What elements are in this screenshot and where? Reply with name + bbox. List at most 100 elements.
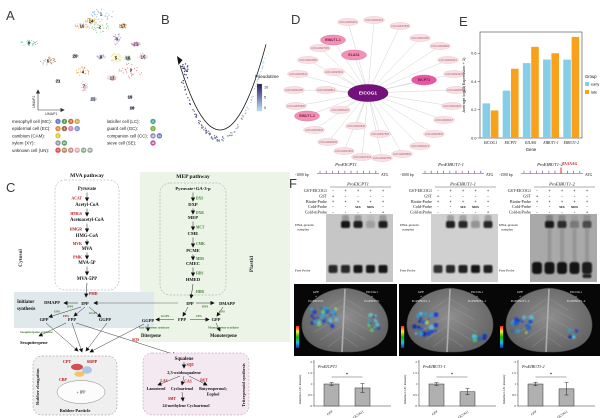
luc-bar — [323, 383, 340, 407]
gel-complex-label2: complex — [501, 228, 513, 232]
plastid-label: Plastid — [249, 256, 255, 272]
mep-step: CME — [188, 231, 199, 236]
cluster-number: 11 — [91, 96, 96, 101]
luc-y-tick: 1 — [415, 382, 417, 386]
trajectory-arrow — [177, 56, 183, 65]
loc-node-label: LOC110623302 — [443, 104, 462, 108]
emsa-row-label: Biotin-Probe — [510, 199, 531, 204]
legend-label: laticifer cell (LC): — [107, 119, 140, 124]
cluster-number: 0 — [130, 67, 133, 72]
luc-y-tick: 0 — [514, 404, 516, 408]
emsa-cell: + — [474, 199, 477, 204]
x-category: EIBUT1-1 — [542, 141, 559, 145]
emsa-cell: + — [487, 199, 490, 204]
network-node-loc: LOC110621963 — [333, 147, 355, 155]
mep-step: DXP — [188, 202, 198, 207]
rubber-particle-label: Rubber Particle — [60, 408, 91, 413]
panel-e-label: E — [459, 14, 468, 29]
legend-dot — [156, 133, 163, 139]
pmd-enzyme: PMD — [89, 292, 98, 296]
legend-dot-number: 0 — [57, 149, 59, 152]
luc-y-tick: 0.5 — [512, 393, 516, 397]
network-node-loc: LOC110622540 — [423, 130, 445, 138]
emsa-cell: - — [450, 204, 452, 209]
emsa-row-label: Cold-mProbe — [509, 210, 531, 215]
cluster-number: 21 — [56, 78, 61, 83]
gpp-left: GPP — [40, 317, 49, 322]
smt-enzyme: SMT — [168, 397, 177, 401]
emsa-cell: - — [549, 204, 551, 209]
cycloartenol: Cycloartenol — [171, 386, 194, 391]
loc-node-label: LOC110627399 — [311, 46, 330, 50]
network-node-loc: LOC110628812 — [315, 86, 337, 94]
network-node-loc: LOC110624478 — [443, 70, 465, 78]
network-node-EIBUT1-1: EIBUT1-1 — [320, 34, 346, 46]
emsa-cell: + — [573, 188, 576, 193]
expression-bar-chart: 0.0 0.2 0.4 0.6 EICOG1 EICPT1 EILAS1 EIBUT1-1 EI… — [461, 31, 599, 152]
promoter-scale: -1000 bp — [295, 173, 309, 177]
mep-enzyme: HDS — [196, 272, 203, 276]
leaf-label-left: + — [315, 295, 317, 299]
leaf-label-right: ProEIBUT1-1 — [468, 299, 487, 303]
emsa-cell: - — [462, 210, 464, 215]
emsa-cell: - — [549, 193, 551, 198]
mva-step: Acetoacetyl-CoA — [70, 218, 104, 223]
cluster-number: 3 — [116, 36, 119, 41]
legend-dot-number: 12 — [152, 142, 155, 145]
emsa-cell: + — [344, 188, 347, 193]
emsa-cell: + — [536, 199, 539, 204]
emsa-cell: + — [449, 199, 452, 204]
network-node-ELAS1: ELAS1 — [341, 49, 367, 61]
umap-cluster-3: 3 — [112, 33, 122, 46]
bar-early — [482, 103, 491, 138]
legend-label: guard cell (GC): — [107, 126, 138, 131]
emsa-row-label: Cold-mProbe — [305, 210, 327, 215]
panel-b-label: B — [161, 12, 170, 27]
emsa-cell: + — [586, 199, 589, 204]
emsa-cell: - — [437, 210, 439, 215]
leaf-label-right: EICOG1 — [471, 290, 483, 294]
promoter-schematic: ProEICPT1 -1000 bp ATG — [295, 162, 389, 177]
network-node-loc: LOC110627399 — [309, 44, 331, 52]
emsa-cell: + — [382, 188, 385, 193]
legend-dot — [61, 125, 68, 132]
panel-f-label: F — [289, 176, 297, 191]
loc-node-label: LOC110624056 — [299, 58, 318, 62]
emsa-cell: - — [536, 204, 538, 209]
gel-complex-label2: complex — [297, 228, 309, 232]
emsa-cell: - — [332, 204, 334, 209]
gene-network: LOC110625201 LOC110626334 LOC110627845 LOC1… — [283, 16, 467, 162]
legend-dot-number: 3 — [152, 128, 154, 131]
umap-cluster-11: 11 — [89, 96, 97, 102]
emsa-cell: - — [357, 210, 359, 215]
hub-node-label: EIBUT1-1 — [325, 38, 341, 42]
triterpenoid-box — [142, 352, 250, 416]
loc-node-label: LOC110625127 — [331, 108, 350, 112]
mva-step: MVA-5P — [78, 261, 95, 266]
umap-cluster-7: 7 — [81, 80, 88, 92]
gel-free-probe-label: Free Probe — [499, 269, 515, 273]
network-node-loc: LOC110625866 — [391, 150, 413, 158]
triterpenoid-title: Triterpenoid synthesis — [241, 363, 246, 407]
bar-late — [490, 110, 499, 138]
gpp-right: GPP — [212, 317, 221, 322]
network-node-loc: LOC110624056 — [297, 56, 319, 64]
emsa-cell: + — [369, 199, 372, 204]
pseudotime-colorbar — [256, 83, 263, 112]
emsa-cell: - — [345, 210, 347, 215]
cluster-number: 18 — [126, 55, 131, 60]
emsa-cell: - — [450, 193, 452, 198]
emsa-cell: - — [586, 193, 588, 198]
cluster-number: 17 — [121, 23, 126, 28]
emsa-cell: + — [357, 188, 360, 193]
legend-label: companion cell (CC): — [107, 133, 148, 138]
emsa-cell: + — [586, 188, 589, 193]
legend-dot-number: 20 — [63, 142, 66, 145]
mva-enzyme: ACAT — [72, 197, 83, 201]
luc-x-category: EICOG1 — [457, 409, 470, 418]
